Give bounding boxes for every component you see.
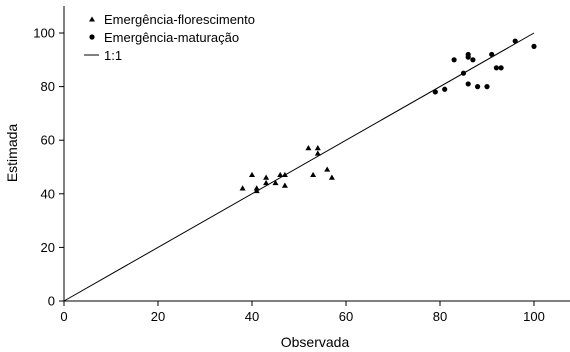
- point-maturacao-5: [465, 54, 471, 60]
- y-ticks: 0 20 40 60 80 100: [33, 26, 64, 309]
- y-tick-label: 20: [41, 240, 55, 255]
- point-florescimento-0: [239, 185, 246, 191]
- y-tick-label: 80: [41, 79, 55, 94]
- point-florescimento-11: [310, 171, 317, 178]
- point-maturacao-13: [512, 38, 518, 44]
- point-florescimento-8: [281, 182, 288, 188]
- point-florescimento-5: [263, 174, 270, 180]
- point-florescimento-1: [249, 171, 255, 178]
- data-points: [239, 38, 537, 194]
- point-maturacao-10: [489, 51, 495, 58]
- x-axis-title: Observada: [281, 334, 350, 350]
- x-tick-label: 0: [60, 309, 67, 324]
- point-maturacao-3: [460, 70, 467, 76]
- legend: Emergência-florescimento Emergência-matu…: [84, 12, 255, 63]
- legend-label-reference-line: 1:1: [104, 48, 122, 63]
- x-ticks: 0 20 40 60 80 100: [60, 301, 545, 324]
- point-florescimento-13: [314, 145, 321, 151]
- reference-line-1-1: [63, 32, 535, 302]
- legend-label-emergencia-maturacao: Emergência-maturação: [104, 30, 239, 45]
- point-florescimento-6: [272, 179, 279, 186]
- point-florescimento-15: [328, 174, 335, 180]
- x-tick-label: 100: [523, 309, 545, 324]
- legend-label-emergencia-florescimento: Emergência-florescimento: [104, 12, 255, 27]
- point-maturacao-6: [465, 81, 471, 87]
- point-maturacao-9: [484, 84, 490, 90]
- point-maturacao-8: [475, 84, 481, 90]
- point-maturacao-11: [493, 65, 499, 71]
- legend-circle-marker: [89, 34, 95, 40]
- point-florescimento-9: [281, 171, 288, 178]
- point-florescimento-3: [253, 187, 260, 194]
- x-tick-label: 40: [245, 309, 259, 324]
- y-axis-title: Estimada: [4, 124, 20, 183]
- point-florescimento-7: [277, 171, 284, 178]
- x-tick-label: 60: [339, 309, 353, 324]
- point-florescimento-12: [314, 150, 321, 156]
- y-tick-label: 100: [33, 26, 55, 41]
- point-maturacao-7: [470, 57, 476, 63]
- x-tick-label: 80: [433, 309, 447, 324]
- point-maturacao-2: [451, 57, 457, 63]
- point-florescimento-4: [263, 179, 270, 186]
- legend-triangle-marker: [89, 16, 95, 22]
- y-tick-label: 60: [41, 133, 55, 148]
- point-florescimento-14: [324, 166, 331, 172]
- point-maturacao-0: [432, 89, 438, 95]
- axes: [63, 6, 570, 302]
- x-tick-label: 20: [151, 309, 165, 324]
- point-florescimento-2: [253, 185, 260, 191]
- y-tick-label: 0: [48, 294, 55, 309]
- point-florescimento-10: [305, 145, 312, 151]
- point-maturacao-12: [498, 65, 504, 71]
- point-maturacao-14: [531, 43, 537, 50]
- y-tick-label: 40: [41, 186, 55, 201]
- point-maturacao-1: [442, 86, 448, 92]
